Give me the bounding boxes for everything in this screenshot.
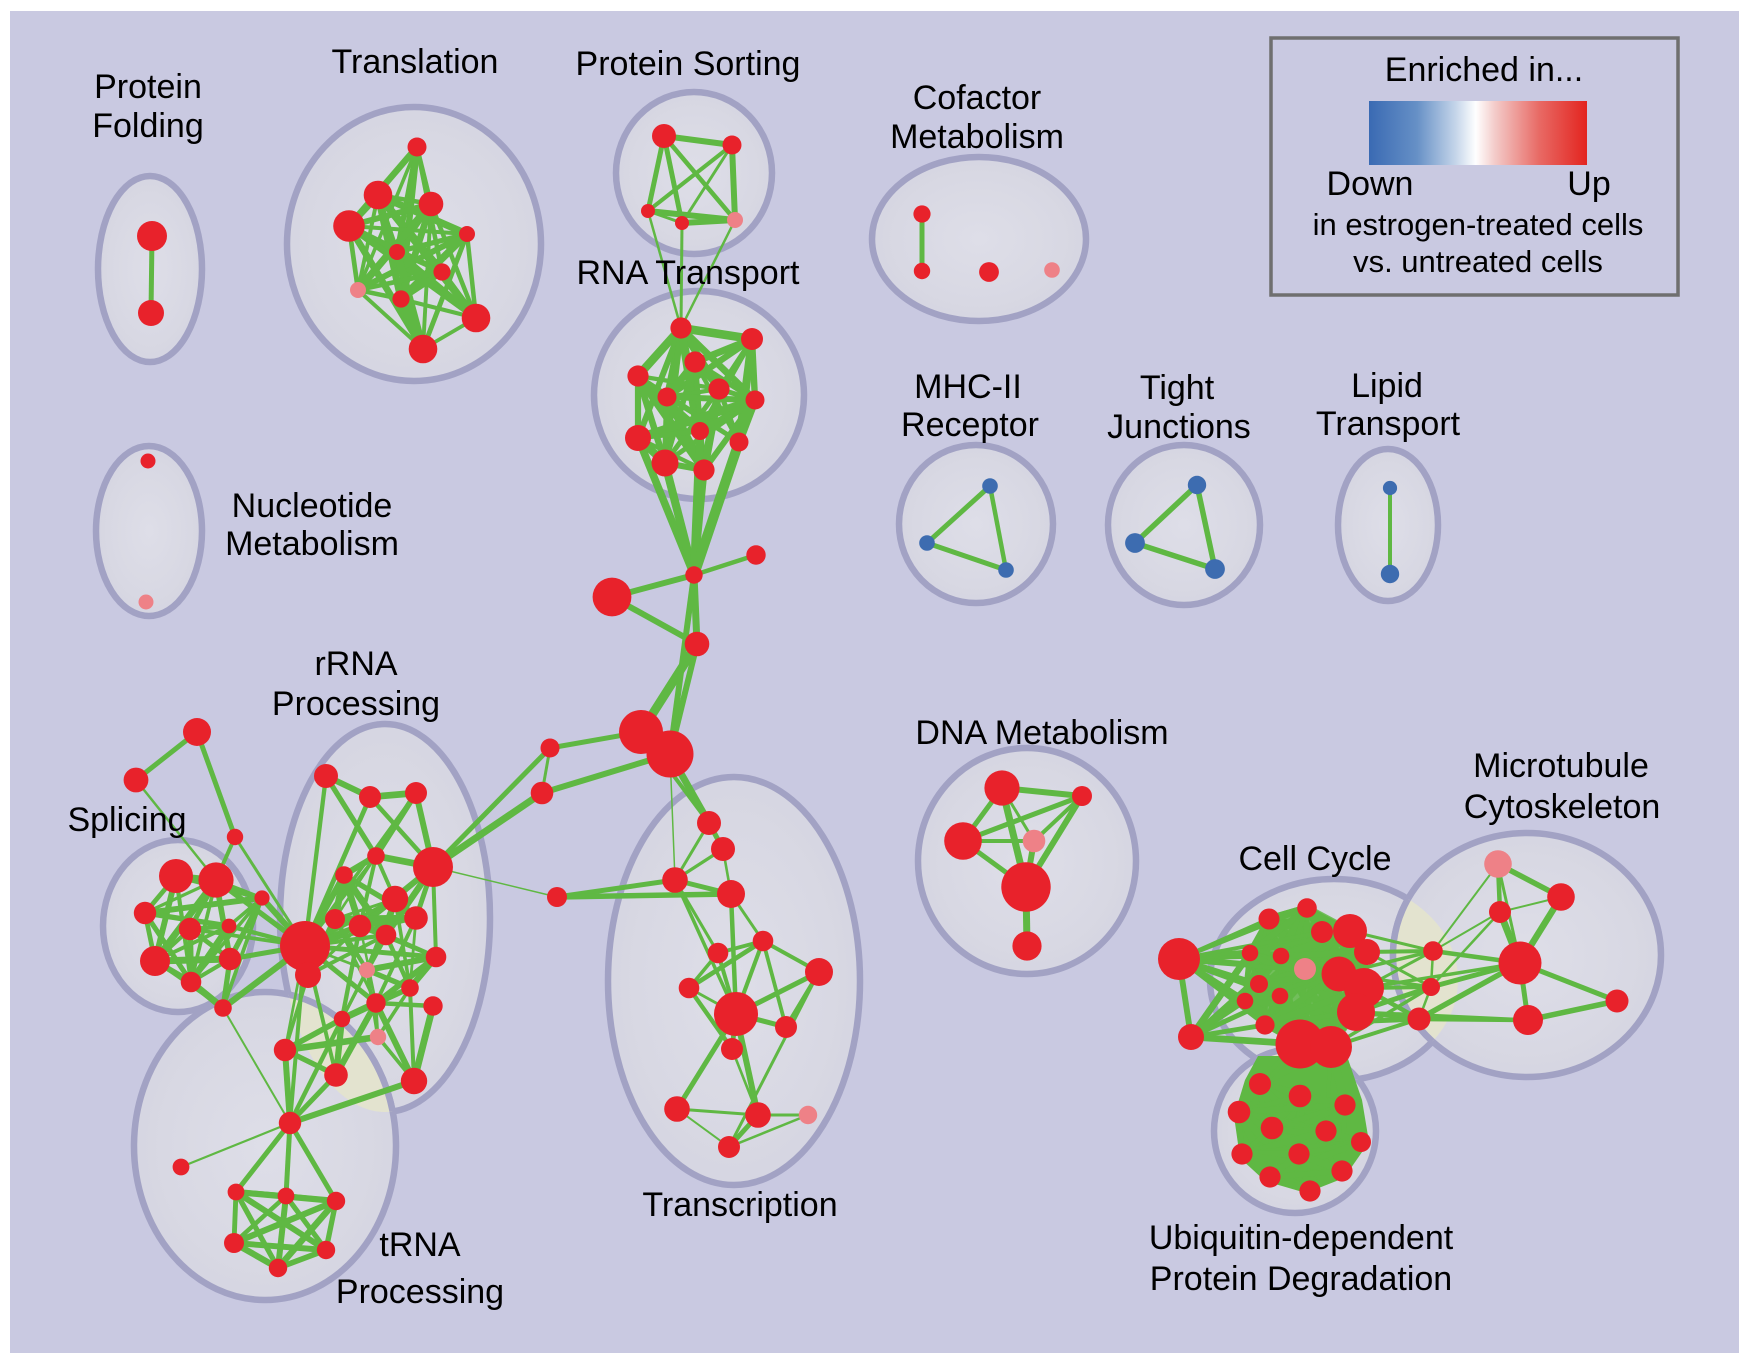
svg-text:Down: Down (1327, 165, 1414, 203)
svg-text:Protein Degradation: Protein Degradation (1150, 1260, 1452, 1298)
svg-text:DNA Metabolism: DNA Metabolism (915, 714, 1168, 752)
svg-text:Cell Cycle: Cell Cycle (1238, 840, 1391, 878)
svg-text:Up: Up (1567, 165, 1610, 203)
svg-text:Processing: Processing (272, 685, 440, 723)
svg-text:in estrogen-treated cells: in estrogen-treated cells (1313, 207, 1644, 242)
svg-text:MHC-II: MHC-II (914, 368, 1022, 406)
svg-text:Tight: Tight (1140, 369, 1215, 407)
svg-text:rRNA: rRNA (314, 645, 397, 683)
svg-text:Processing: Processing (336, 1273, 504, 1311)
svg-text:Translation: Translation (332, 43, 499, 81)
svg-text:tRNA: tRNA (379, 1226, 461, 1264)
svg-text:Microtubule: Microtubule (1473, 747, 1649, 785)
svg-text:Receptor: Receptor (901, 406, 1039, 444)
svg-text:vs. untreated cells: vs. untreated cells (1353, 244, 1603, 279)
svg-text:Splicing: Splicing (67, 801, 186, 839)
svg-text:Junctions: Junctions (1107, 408, 1251, 446)
svg-text:Transport: Transport (1316, 405, 1461, 443)
svg-text:Cytoskeleton: Cytoskeleton (1464, 788, 1661, 826)
svg-text:Protein Sorting: Protein Sorting (576, 45, 801, 83)
svg-text:Protein: Protein (94, 68, 202, 106)
svg-text:Enriched in...: Enriched in... (1385, 51, 1583, 89)
svg-text:Lipid: Lipid (1351, 367, 1423, 405)
svg-text:Ubiquitin-dependent: Ubiquitin-dependent (1149, 1219, 1454, 1257)
svg-text:Metabolism: Metabolism (225, 525, 399, 563)
svg-text:Folding: Folding (92, 107, 204, 145)
svg-text:Metabolism: Metabolism (890, 118, 1064, 156)
svg-text:Nucleotide: Nucleotide (232, 487, 393, 525)
svg-text:Transcription: Transcription (642, 1186, 837, 1224)
svg-text:Cofactor: Cofactor (913, 79, 1042, 117)
svg-text:RNA Transport: RNA Transport (577, 254, 801, 292)
